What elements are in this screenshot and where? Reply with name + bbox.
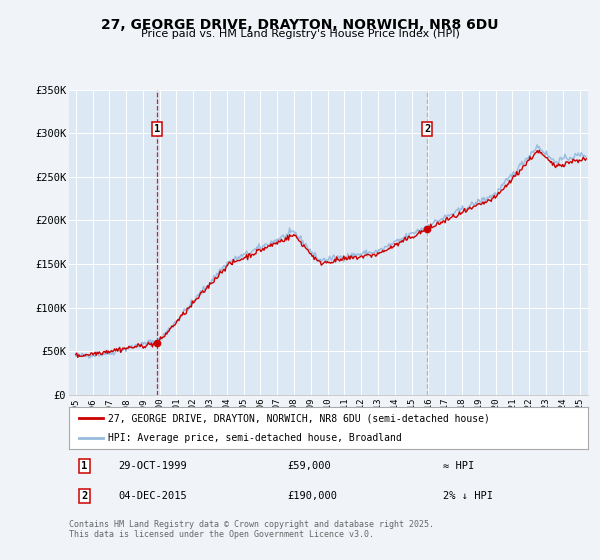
Text: Contains HM Land Registry data © Crown copyright and database right 2025.
This d: Contains HM Land Registry data © Crown c… <box>69 520 434 539</box>
Text: 29-OCT-1999: 29-OCT-1999 <box>118 461 187 471</box>
Text: 2: 2 <box>424 124 430 134</box>
Text: 27, GEORGE DRIVE, DRAYTON, NORWICH, NR8 6DU (semi-detached house): 27, GEORGE DRIVE, DRAYTON, NORWICH, NR8 … <box>108 413 490 423</box>
Text: £190,000: £190,000 <box>287 491 337 501</box>
Text: HPI: Average price, semi-detached house, Broadland: HPI: Average price, semi-detached house,… <box>108 433 401 443</box>
Text: 04-DEC-2015: 04-DEC-2015 <box>118 491 187 501</box>
Text: ≈ HPI: ≈ HPI <box>443 461 474 471</box>
Text: 1: 1 <box>154 124 160 134</box>
Text: 2% ↓ HPI: 2% ↓ HPI <box>443 491 493 501</box>
Text: 2: 2 <box>82 491 88 501</box>
Text: 27, GEORGE DRIVE, DRAYTON, NORWICH, NR8 6DU: 27, GEORGE DRIVE, DRAYTON, NORWICH, NR8 … <box>101 18 499 32</box>
Text: 1: 1 <box>82 461 88 471</box>
Text: £59,000: £59,000 <box>287 461 331 471</box>
Text: Price paid vs. HM Land Registry's House Price Index (HPI): Price paid vs. HM Land Registry's House … <box>140 29 460 39</box>
